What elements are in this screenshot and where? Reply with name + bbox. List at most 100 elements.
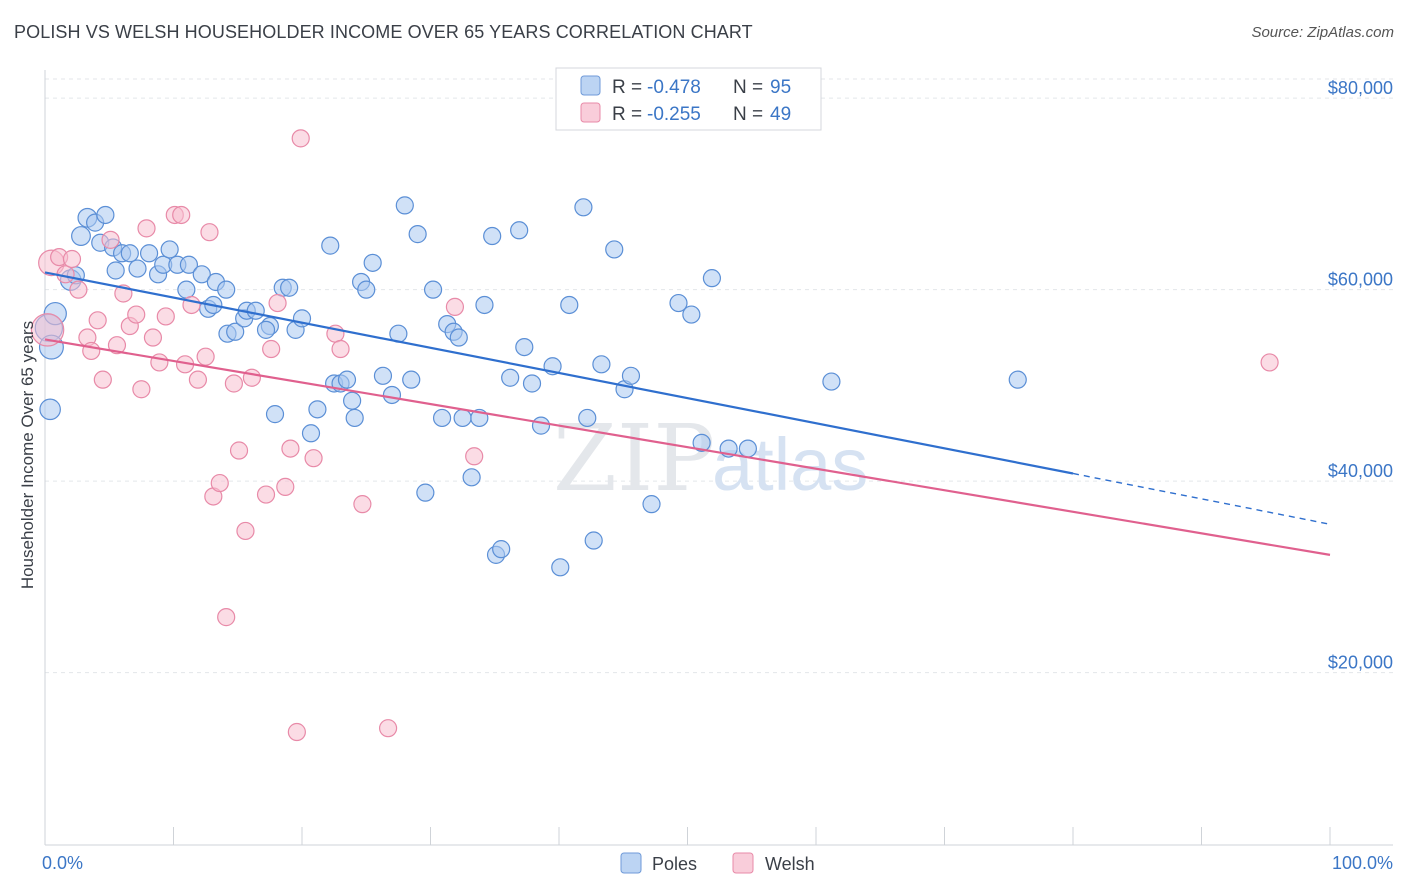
poles-point-77 [560, 295, 579, 315]
poles-point-78 [574, 198, 593, 217]
welsh-point-8 [88, 311, 107, 330]
poles-point-91 [738, 439, 757, 458]
welsh-trend-line [44, 338, 1331, 556]
y-tick-label-1: $40,000 [1328, 461, 1393, 481]
poles-point-88 [692, 433, 711, 452]
welsh-point-31 [229, 441, 249, 460]
welsh-point-40 [291, 129, 310, 148]
legend-swatch-poles [580, 75, 601, 96]
source-label: Source: ZipAtlas.com [1251, 24, 1394, 41]
poles-point-29 [226, 322, 245, 341]
welsh-point-26 [200, 223, 219, 242]
welsh-point-18 [150, 353, 169, 372]
poles-point-69 [492, 540, 511, 559]
watermark-zip: ZIP [553, 405, 715, 512]
poles-point-89 [702, 269, 722, 288]
poles-point-34 [256, 320, 276, 339]
poles-point-57 [416, 483, 435, 502]
welsh-point-4 [62, 249, 82, 269]
bottom-legend-swatch-poles [620, 852, 642, 874]
poles-point-86 [669, 293, 688, 313]
welsh-point-25 [196, 347, 215, 366]
series-legend: Poles Welsh [620, 852, 815, 874]
poles-point-56 [408, 225, 427, 244]
poles-point-14 [120, 244, 139, 263]
y-axis-label: Householder Income Over 65 years [18, 321, 37, 589]
poles-point-16 [139, 244, 159, 263]
scatter-points [30, 129, 1279, 742]
welsh-point-35 [262, 339, 281, 359]
y-tick-labels: $20,000 $40,000 $60,000 $80,000 [1328, 78, 1393, 673]
poles-point-62 [449, 328, 468, 347]
legend-poles-r-value: -0.478 [647, 77, 701, 98]
welsh-point-32 [236, 521, 255, 541]
poles-point-73 [522, 374, 542, 393]
poles-point-72 [515, 338, 534, 357]
welsh-point-28 [210, 473, 229, 493]
welsh-point-47 [465, 447, 484, 466]
poles-point-79 [578, 408, 597, 428]
poles-point-32 [246, 301, 265, 320]
welsh-point-15 [132, 380, 151, 399]
welsh-point-44 [353, 495, 372, 514]
poles-point-45 [337, 370, 357, 389]
chart-title: POLISH VS WELSH HOUSEHOLDER INCOME OVER … [14, 22, 753, 42]
y-tick-label-0: $20,000 [1328, 653, 1393, 673]
welsh-point-30 [224, 374, 243, 393]
legend-swatch-welsh [580, 102, 601, 123]
welsh-point-46 [445, 297, 465, 316]
poles-point-76 [551, 558, 570, 577]
legend-welsh-n-value: 49 [770, 104, 791, 125]
poles-point-87 [682, 305, 701, 324]
y-tick-label-2: $60,000 [1328, 270, 1393, 290]
poles-point-67 [483, 226, 502, 246]
poles-point-80 [584, 531, 603, 550]
poles-point-71 [510, 221, 529, 240]
poles-point-37 [280, 278, 299, 297]
welsh-point-9 [93, 370, 112, 389]
welsh-point-16 [137, 219, 156, 238]
poles-point-42 [321, 236, 340, 255]
poles-point-21 [179, 255, 199, 274]
poles-point-3 [39, 398, 61, 421]
legend-welsh-r-label: R = [612, 104, 642, 125]
welsh-point-33 [242, 368, 261, 387]
poles-point-64 [462, 468, 481, 487]
poles-point-63 [453, 408, 472, 428]
welsh-point-17 [143, 328, 163, 347]
poles-point-66 [475, 295, 494, 315]
poles-point-41 [308, 400, 327, 419]
welsh-point-14 [127, 305, 146, 324]
legend-poles-n-label: N = [733, 77, 763, 98]
welsh-point-24 [188, 370, 208, 389]
poles-point-70 [501, 368, 520, 387]
welsh-point-37 [276, 477, 295, 496]
poles-point-55 [402, 370, 421, 389]
x-tick-label-max: 100.0% [1332, 853, 1393, 873]
welsh-point-48 [1260, 353, 1279, 372]
y-tick-label-3: $80,000 [1328, 78, 1393, 98]
welsh-point-45 [378, 719, 398, 738]
welsh-point-43 [331, 339, 350, 359]
poles-point-46 [343, 391, 362, 410]
poles-point-51 [373, 366, 393, 385]
poles-point-59 [432, 408, 452, 428]
poles-point-85 [642, 495, 661, 514]
bottom-legend-swatch-welsh [732, 852, 754, 874]
poles-point-92 [822, 372, 841, 391]
bottom-legend-welsh: Welsh [765, 854, 815, 874]
legend-poles-r-label: R = [612, 77, 642, 98]
poles-point-12 [106, 261, 125, 280]
poles-point-47 [345, 408, 364, 428]
x-tick-label-min: 0.0% [42, 853, 83, 873]
poles-point-52 [382, 385, 402, 405]
poles-point-6 [71, 226, 91, 246]
poles-point-84 [621, 366, 641, 385]
bottom-legend-poles: Poles [652, 854, 697, 874]
welsh-point-21 [172, 205, 191, 225]
welsh-point-7 [82, 341, 101, 361]
poles-point-9 [96, 205, 115, 225]
poles-point-82 [605, 240, 624, 259]
poles-point-27 [217, 280, 236, 299]
poles-trend-line [44, 271, 1074, 475]
